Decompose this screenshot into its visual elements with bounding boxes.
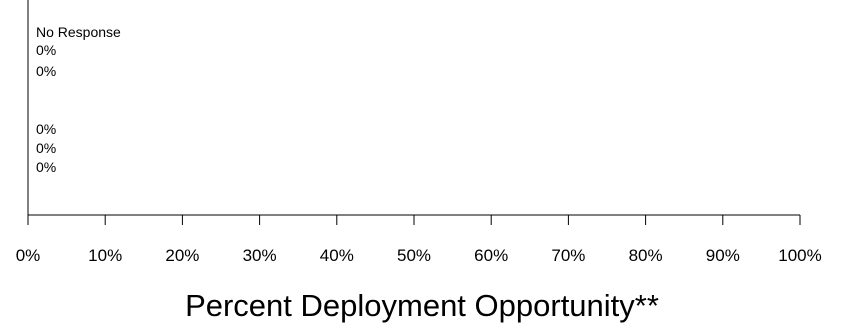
category-label: No Response [36, 24, 121, 40]
data-label: 0% [36, 159, 56, 175]
x-tick-label: 100% [778, 246, 821, 265]
x-tick-label: 30% [243, 246, 277, 265]
x-tick-label: 0% [16, 246, 41, 265]
x-axis-title: Percent Deployment Opportunity** [185, 288, 659, 323]
data-label: 0% [36, 42, 56, 58]
x-tick-label: 60% [474, 246, 508, 265]
x-tick-label: 90% [706, 246, 740, 265]
x-tick-label: 40% [320, 246, 354, 265]
data-label: 0% [36, 140, 56, 156]
data-label: 0% [36, 63, 56, 79]
data-label: 0% [36, 121, 56, 137]
x-tick-label: 20% [165, 246, 199, 265]
x-tick-label: 80% [629, 246, 663, 265]
x-tick-label: 50% [397, 246, 431, 265]
x-tick-label: 10% [88, 246, 122, 265]
x-tick-label: 70% [551, 246, 585, 265]
